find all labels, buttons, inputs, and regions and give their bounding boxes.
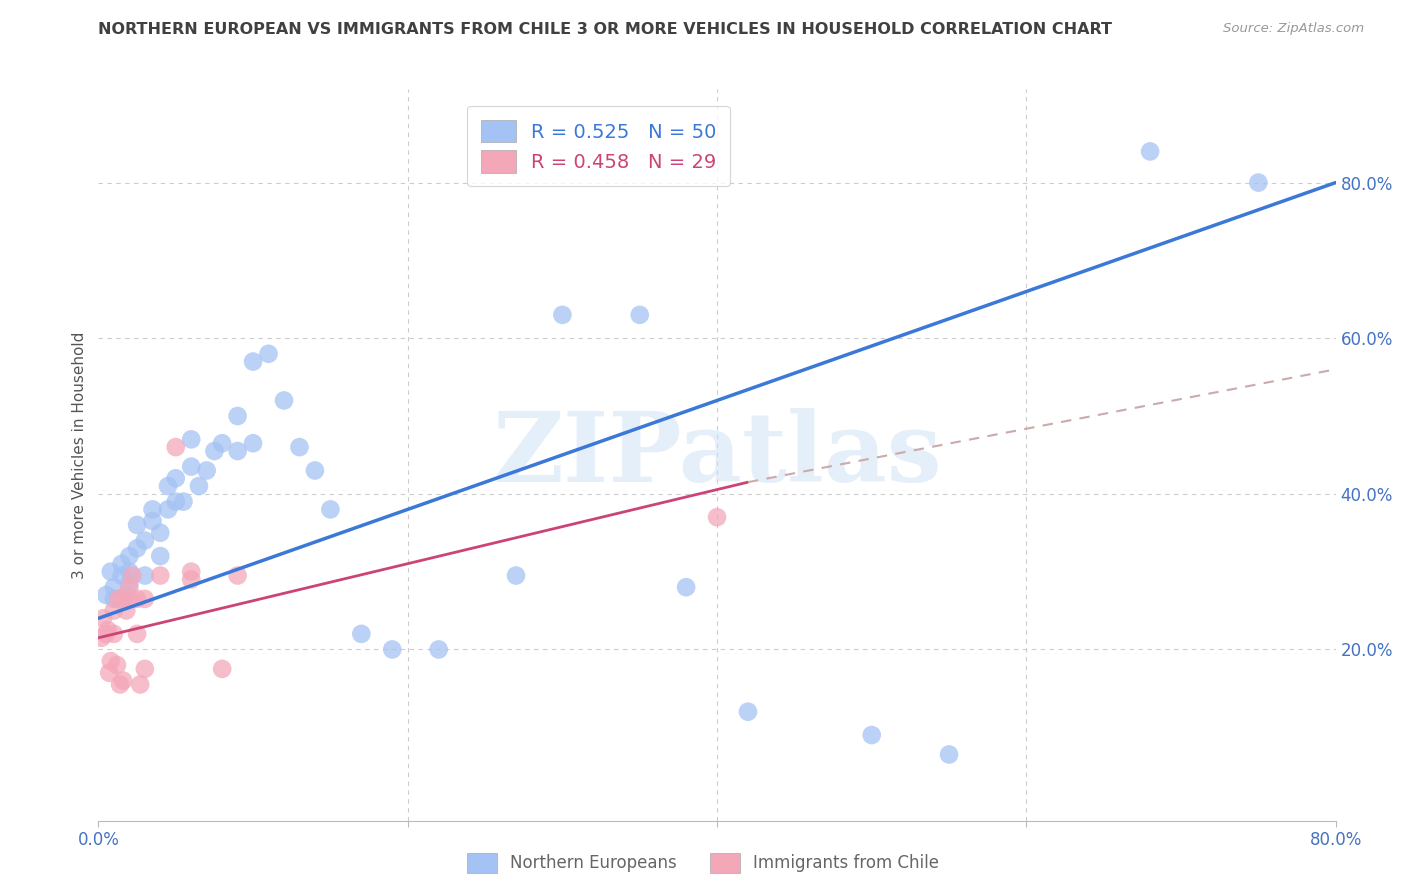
Point [165,471,187,485]
Point [100,565,122,579]
Point [121,568,143,582]
Point [118,580,141,594]
Point [134,591,156,606]
Point [551,308,574,322]
Point [98,665,121,680]
Legend: R = 0.525   N = 50, R = 0.458   N = 29: R = 0.525 N = 50, R = 0.458 N = 29 [467,106,730,186]
Point [90,631,112,645]
Point [127,627,149,641]
Point [211,662,233,676]
Point [157,502,180,516]
Point [350,627,373,641]
Point [142,502,165,516]
Point [97,623,120,637]
Point [118,591,141,606]
Point [103,627,125,641]
Point [226,409,249,423]
Point [860,728,883,742]
Point [319,502,342,516]
Point [111,591,134,606]
Legend: Northern Europeans, Immigrants from Chile: Northern Europeans, Immigrants from Chil… [460,847,946,880]
Point [127,541,149,556]
Point [129,677,152,691]
Point [938,747,960,762]
Point [180,433,202,447]
Point [127,591,149,606]
Point [1247,176,1270,190]
Point [628,308,651,322]
Point [100,654,122,668]
Point [427,642,450,657]
Point [105,658,128,673]
Point [157,479,180,493]
Point [188,479,211,493]
Point [257,347,280,361]
Point [675,580,697,594]
Point [127,518,149,533]
Point [118,549,141,563]
Y-axis label: 3 or more Vehicles in Household: 3 or more Vehicles in Household [72,331,87,579]
Point [211,436,233,450]
Point [149,549,172,563]
Point [103,580,125,594]
Point [91,611,114,625]
Point [111,557,134,571]
Point [165,440,187,454]
Point [142,514,165,528]
Point [304,463,326,477]
Text: NORTHERN EUROPEAN VS IMMIGRANTS FROM CHILE 3 OR MORE VEHICLES IN HOUSEHOLD CORRE: NORTHERN EUROPEAN VS IMMIGRANTS FROM CHI… [98,22,1112,37]
Point [381,642,404,657]
Point [737,705,759,719]
Point [112,673,135,688]
Point [505,568,527,582]
Point [149,568,172,582]
Point [149,525,172,540]
Point [173,494,195,508]
Point [288,440,311,454]
Point [96,588,118,602]
Point [180,565,202,579]
Point [204,444,226,458]
Point [134,533,156,548]
Point [226,444,249,458]
Point [242,354,264,368]
Point [706,510,728,524]
Point [226,568,249,582]
Point [108,677,131,691]
Text: Source: ZipAtlas.com: Source: ZipAtlas.com [1223,22,1364,36]
Point [103,603,125,617]
Point [180,459,202,474]
Text: ZIPatlas: ZIPatlas [492,408,942,502]
Point [134,568,156,582]
Point [165,494,187,508]
Point [134,662,156,676]
Point [195,463,218,477]
Point [118,565,141,579]
Point [273,393,295,408]
Point [180,573,202,587]
Point [103,591,125,606]
Point [96,627,118,641]
Point [107,591,129,606]
Point [242,436,264,450]
Point [118,576,141,591]
Point [115,588,138,602]
Point [1139,145,1161,159]
Point [111,568,134,582]
Point [115,603,138,617]
